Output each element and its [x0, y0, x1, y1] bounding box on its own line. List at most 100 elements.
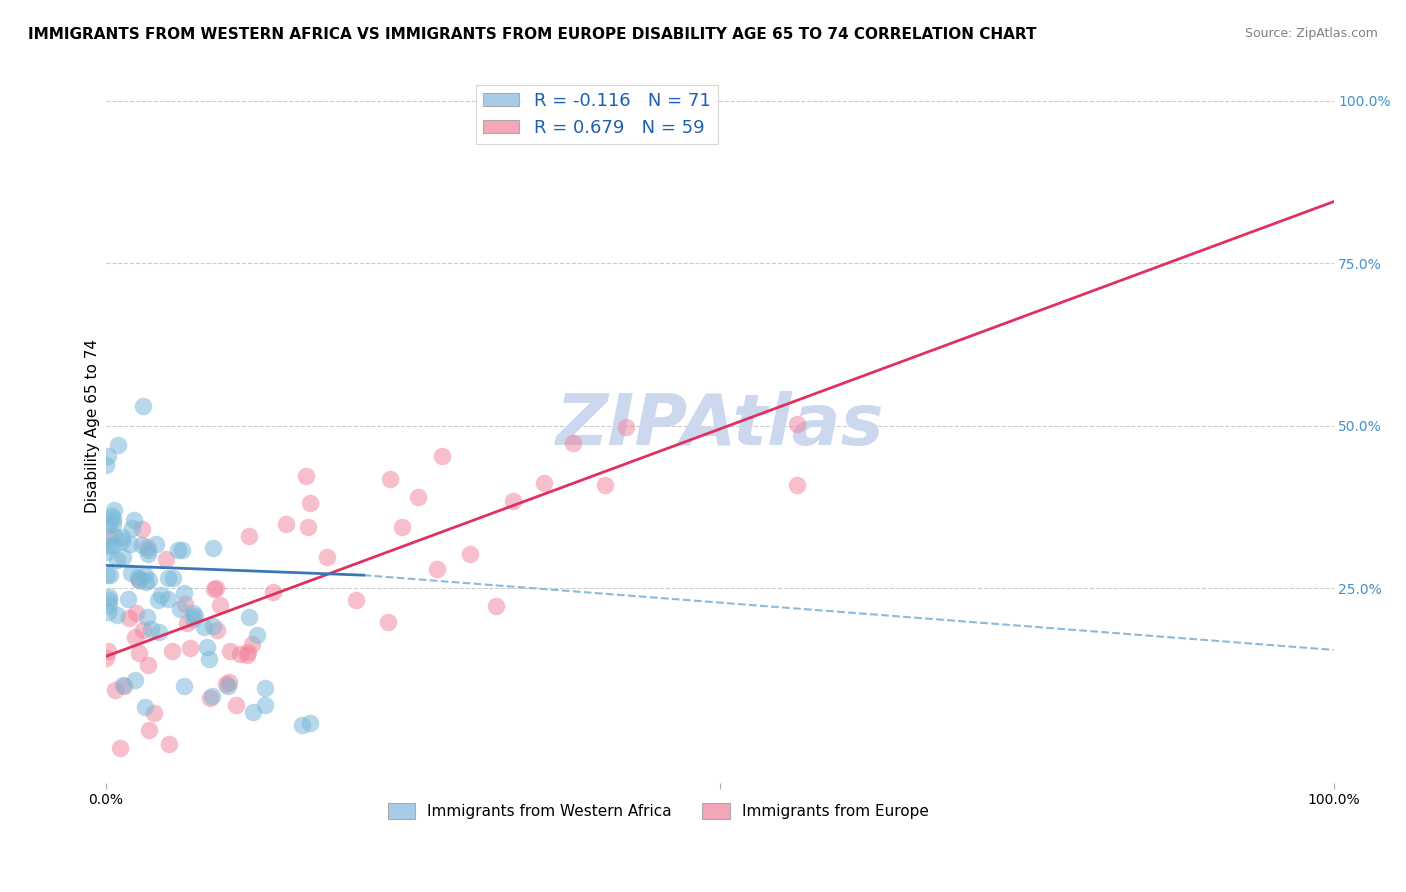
Point [235, 648, 257, 662]
Point [184, 609, 207, 624]
Point [131, 538, 153, 552]
Point [138, 574, 160, 588]
Point [614, 420, 637, 434]
Point [112, 549, 135, 564]
Point [135, 574, 157, 589]
Point [143, 706, 166, 721]
Point [157, 592, 180, 607]
Point [146, 593, 169, 607]
Point [131, 399, 153, 413]
Point [200, 691, 222, 706]
Point [502, 493, 524, 508]
Point [426, 562, 449, 576]
Point [105, 608, 128, 623]
Y-axis label: Disability Age 65 to 74: Disability Age 65 to 74 [86, 339, 100, 513]
Point [128, 646, 150, 660]
Point [238, 529, 260, 543]
Point [128, 573, 150, 587]
Point [128, 573, 150, 587]
Point [132, 623, 155, 637]
Point [96, 568, 118, 582]
Point [299, 716, 322, 731]
Point [121, 521, 143, 535]
Point [108, 741, 131, 756]
Point [138, 543, 160, 558]
Point [242, 705, 264, 719]
Point [166, 543, 188, 558]
Point [593, 478, 616, 492]
Legend: Immigrants from Western Africa, Immigrants from Europe: Immigrants from Western Africa, Immigran… [381, 797, 935, 825]
Point [105, 553, 128, 567]
Point [124, 673, 146, 687]
Point [155, 551, 177, 566]
Point [240, 637, 263, 651]
Point [173, 597, 195, 611]
Point [111, 533, 134, 548]
Point [97, 449, 120, 463]
Point [160, 644, 183, 658]
Point [193, 619, 215, 633]
Point [229, 647, 252, 661]
Point [533, 476, 555, 491]
Point [173, 679, 195, 693]
Point [562, 436, 585, 450]
Point [97, 592, 120, 607]
Point [316, 550, 339, 565]
Point [101, 538, 124, 552]
Point [112, 679, 135, 693]
Point [136, 547, 159, 561]
Point [101, 509, 124, 524]
Text: ZIPAtlas: ZIPAtlas [555, 392, 884, 460]
Point [103, 503, 125, 517]
Point [786, 417, 808, 432]
Point [118, 611, 141, 625]
Point [391, 520, 413, 534]
Point [202, 541, 225, 555]
Point [200, 689, 222, 703]
Point [96, 545, 118, 559]
Point [195, 640, 218, 654]
Point [157, 572, 180, 586]
Point [205, 623, 228, 637]
Point [198, 652, 221, 666]
Point [204, 582, 226, 596]
Point [103, 512, 125, 526]
Point [120, 537, 142, 551]
Point [295, 469, 318, 483]
Point [150, 588, 173, 602]
Point [136, 610, 159, 624]
Point [124, 630, 146, 644]
Point [136, 657, 159, 672]
Point [276, 516, 298, 531]
Point [134, 700, 156, 714]
Point [209, 598, 232, 612]
Point [377, 615, 399, 629]
Point [98, 590, 121, 604]
Point [107, 438, 129, 452]
Point [131, 522, 153, 536]
Point [104, 682, 127, 697]
Point [97, 644, 120, 658]
Point [96, 650, 118, 665]
Point [215, 676, 238, 690]
Point [176, 616, 198, 631]
Point [253, 681, 276, 695]
Point [262, 585, 284, 599]
Point [145, 537, 167, 551]
Point [136, 540, 159, 554]
Point [179, 640, 201, 655]
Point [94, 458, 117, 472]
Point [225, 698, 247, 712]
Point [217, 679, 239, 693]
Point [111, 678, 134, 692]
Point [181, 606, 204, 620]
Point [254, 698, 277, 712]
Point [120, 566, 142, 580]
Point [162, 571, 184, 585]
Point [134, 568, 156, 582]
Point [218, 643, 240, 657]
Point [97, 605, 120, 619]
Point [291, 717, 314, 731]
Point [406, 490, 429, 504]
Point [125, 606, 148, 620]
